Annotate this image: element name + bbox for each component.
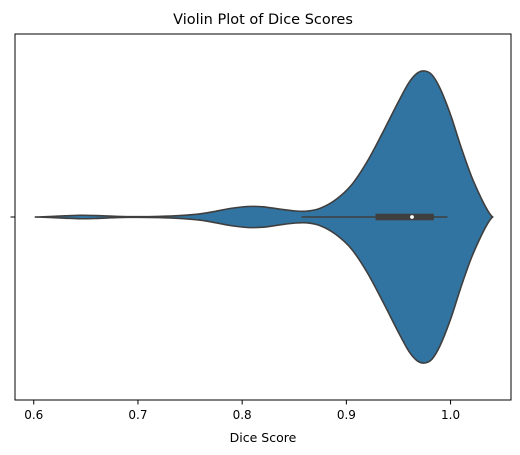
x-tick-label: 0.6	[24, 408, 43, 422]
x-axis-label: Dice Score	[230, 430, 297, 445]
x-tick-label: 0.8	[233, 408, 252, 422]
box-iqr	[375, 213, 434, 221]
x-tick-label: 0.9	[337, 408, 356, 422]
x-axis: 0.6 0.7 0.8 0.9 1.0	[24, 400, 460, 422]
chart-title: Violin Plot of Dice Scores	[173, 12, 353, 28]
box-median-marker	[410, 215, 414, 219]
x-tick-label: 0.7	[128, 408, 147, 422]
violin-body	[34, 70, 494, 364]
x-tick-label: 1.0	[441, 408, 460, 422]
box-layer	[301, 213, 448, 221]
plot-area	[14, 33, 512, 401]
violin-layer	[34, 70, 494, 364]
